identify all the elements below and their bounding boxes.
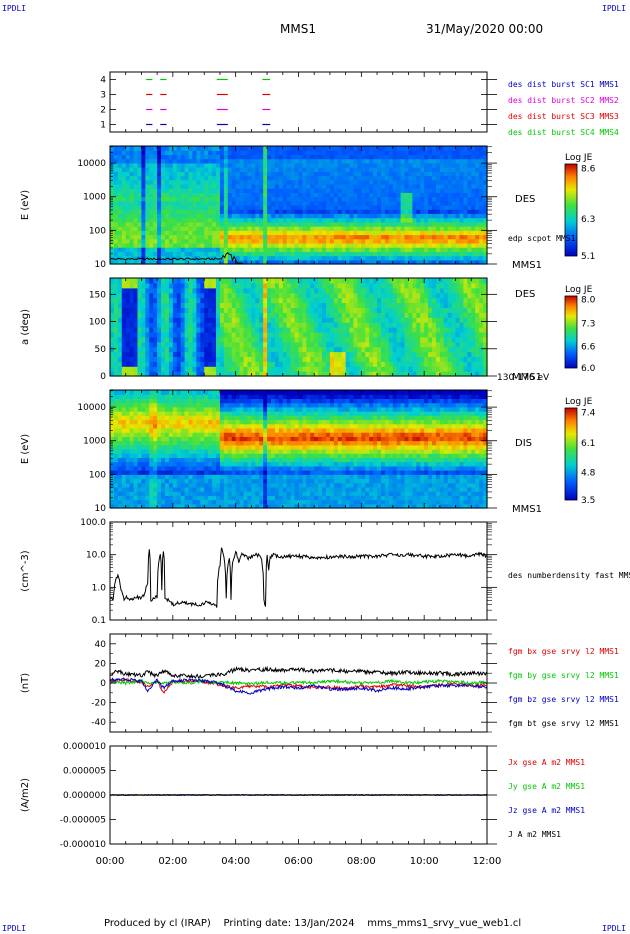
y-tick-label: 100 [89,470,106,480]
y-tick-label: -0.000010 [60,840,106,850]
colorbar-tick: 4.8 [581,468,596,478]
y-tick-label: 50 [95,345,107,355]
colorbar-tick: 3.5 [581,496,595,506]
datetime-title: 31/May/2020 00:00 [426,22,544,36]
legend-magnetic-2: fgm bz gse srvy l2 MMS1 [508,695,619,704]
y-axis-label: (nT) [20,673,31,693]
y-tick-label: 150 [89,290,106,300]
y-tick-label: 0.000005 [63,767,106,777]
y-tick-label: 0.000000 [63,791,106,801]
y-tick-label: 10.0 [86,551,106,561]
energy-range-label: 130-176 eV [497,373,550,383]
y-tick-label: 20 [95,659,107,669]
time-tick-label: 02:00 [158,856,187,867]
colorbar-title: Log JE [565,285,593,295]
y-tick-label: 10 [95,504,107,514]
colorbar [564,295,578,369]
panel-frame-burst [109,71,488,133]
y-axis-label: a (deg) [20,309,31,345]
colorbar-tick: 8.6 [581,165,596,175]
spacecraft-label: MMS1 [512,372,542,383]
colorbar-tick: 6.0 [581,364,596,374]
colorbar [564,407,578,501]
spectrogram-des_pitch [110,278,488,377]
legend-burst-sc3: des dist burst SC3 MMS3 [508,112,619,121]
colorbar-tick: 7.3 [581,319,595,329]
y-tick-label: 0 [100,372,106,382]
y-tick-label: 1000 [83,437,106,447]
y-tick-label: -40 [91,718,106,728]
colorbar-tick: 6.3 [581,215,595,225]
series-line-current-3 [109,793,488,797]
spectrogram-dis_energy [110,390,488,509]
legend-burst-sc4: des dist burst SC4 MMS4 [508,128,619,137]
spacecraft-label: MMS1 [512,260,542,271]
y-tick-label: 2 [100,106,106,116]
y-tick-label: 3 [100,91,106,101]
y-tick-label: 1000 [83,193,106,203]
y-tick-label: 10000 [77,159,106,169]
time-tick-label: 06:00 [284,856,313,867]
colorbar [564,163,578,257]
y-axis-label: (A/m2) [20,778,31,812]
overlay-label: edp scpot MMS1 [508,234,576,243]
y-axis-label: (cm^-3) [20,550,31,591]
colorbar-tick: 7.4 [581,409,596,419]
series-line-magnetic-2 [109,677,488,695]
legend-current-1: Jy gse A m2 MMS1 [508,782,585,791]
colorbar-tick: 5.1 [581,252,595,262]
legend-current-0: Jx gse A m2 MMS1 [508,758,585,767]
corner-label-top-left: IPDLI [2,4,27,13]
y-tick-label: 1 [100,121,106,131]
series-line-density-0 [109,547,488,608]
time-tick-label: 10:00 [410,856,439,867]
y-tick-label: 40 [95,640,107,650]
y-tick-label: 4 [100,76,106,86]
spacecraft-label: MMS1 [512,504,542,515]
legend-current-2: Jz gse A m2 MMS1 [508,806,585,815]
legend-magnetic-0: fgm bx gse srvy l2 MMS1 [508,647,619,656]
y-tick-label: 100 [89,318,106,328]
colorbar-tick: 6.6 [581,342,596,352]
y-axis-label: E (eV) [20,434,31,464]
instrument-label: DIS [515,438,532,449]
corner-label-bottom-right: IPDLI [602,924,627,933]
time-tick-label: 00:00 [96,856,125,867]
y-tick-label: 0.1 [92,616,106,626]
corner-label-bottom-left: IPDLI [2,924,27,933]
y-tick-label: 0 [100,679,106,689]
legend-current-3: J A m2 MMS1 [508,830,561,839]
y-tick-label: -20 [91,699,106,709]
colorbar-tick: 6.1 [581,439,595,449]
legend-magnetic-1: fgm by gse srvy l2 MMS1 [508,671,619,680]
series-line-magnetic-3 [109,665,488,680]
y-tick-label: 100 [89,226,106,236]
y-tick-label: 0.000010 [63,742,106,752]
spectrogram-des_energy [110,146,488,265]
panel-frame-density [109,521,488,621]
y-tick-label: 100.0 [80,518,106,528]
y-tick-label: -0.000005 [60,816,106,826]
colorbar-tick: 8.0 [581,296,596,306]
corner-label-top-right: IPDLI [602,4,627,13]
time-tick-label: 04:00 [221,856,250,867]
y-tick-label: 1.0 [92,583,107,593]
colorbar-title: Log JE [565,153,593,163]
y-tick-label: 10 [95,260,107,270]
footer-text: Produced by cl (IRAP) Printing date: 13/… [104,918,522,929]
legend-burst-sc2: des dist burst SC2 MMS2 [508,96,619,105]
legend-density: des numberdensity fast MMS1 [508,571,630,580]
instrument-label: DES [515,289,535,300]
y-tick-label: 10000 [77,403,106,413]
spacecraft-title: MMS1 [280,22,316,36]
legend-burst-sc1: des dist burst SC1 MMS1 [508,80,619,89]
legend-magnetic-3: fgm bt gse srvy l2 MMS1 [508,719,619,728]
colorbar-title: Log JE [565,397,593,407]
y-axis-label: E (eV) [20,190,31,220]
time-tick-label: 08:00 [347,856,376,867]
time-tick-label: 12:00 [473,856,502,867]
instrument-label: DES [515,194,535,205]
